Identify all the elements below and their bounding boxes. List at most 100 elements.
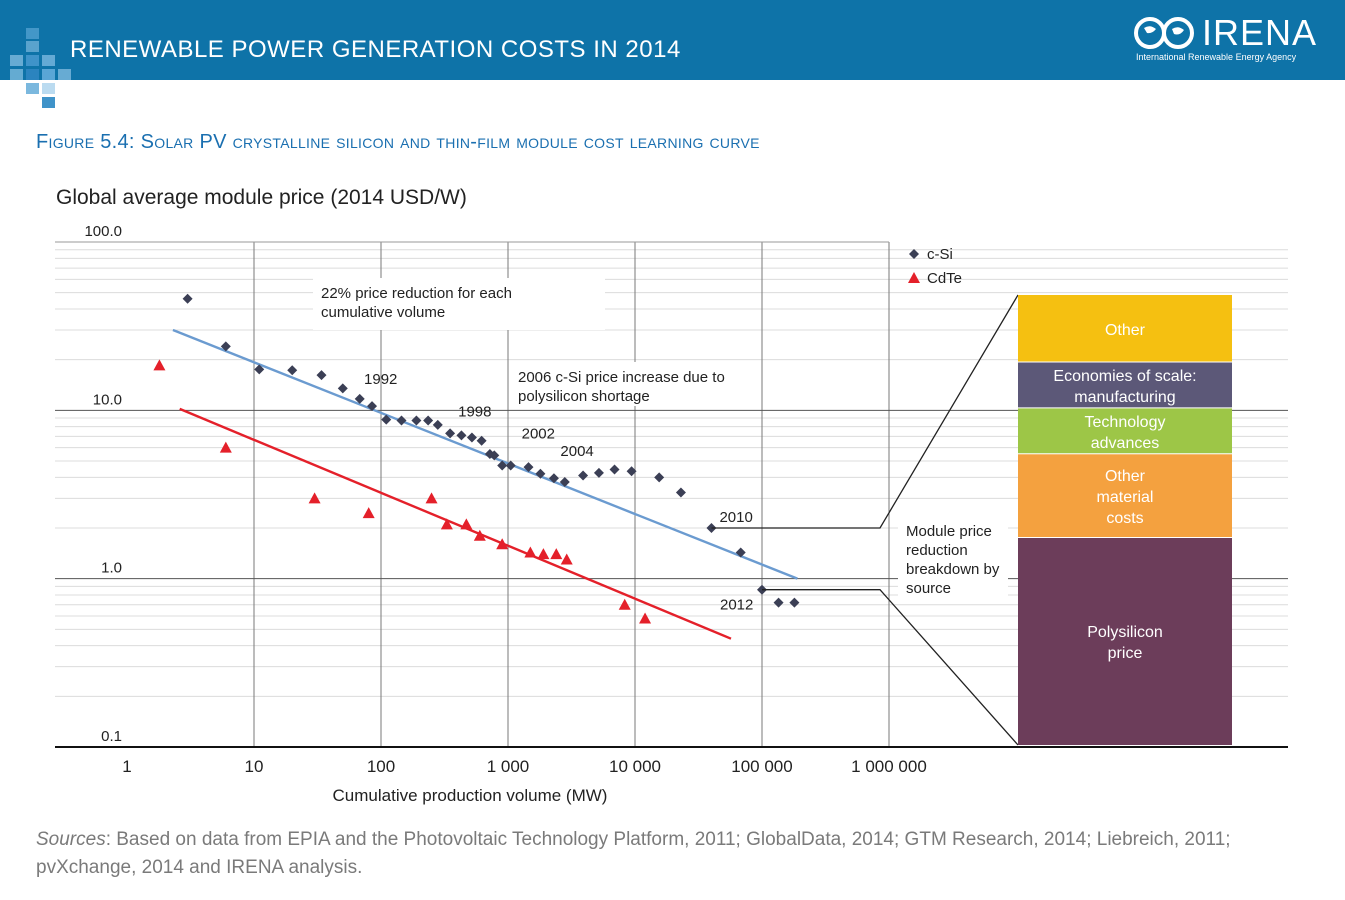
irena-logo-icon bbox=[1134, 17, 1194, 49]
connector-2010 bbox=[711, 294, 1019, 529]
breakdown-segment-label: Economies of scale: bbox=[1053, 368, 1196, 385]
figure-title: Figure 5.4: Solar PV crystalline silicon… bbox=[36, 131, 760, 153]
x-axis-title: Cumulative production volume (MW) bbox=[333, 786, 608, 805]
sources-note: Sources: Based on data from EPIA and the… bbox=[36, 826, 1296, 882]
connector-2012 bbox=[762, 589, 1019, 746]
csi-point bbox=[220, 341, 231, 352]
annotation-breakdown-text: breakdown by bbox=[906, 561, 1000, 578]
trendline-cdte bbox=[179, 407, 732, 640]
csi-point bbox=[396, 415, 407, 426]
cdte-point bbox=[524, 546, 537, 558]
y-tick-labels: 100.0 10.0 1.0 0.1 bbox=[84, 223, 122, 745]
csi-point bbox=[432, 419, 443, 430]
csi-point bbox=[337, 383, 348, 394]
annotation-reduction-text: cumulative volume bbox=[321, 304, 445, 321]
breakdown-segment bbox=[1018, 408, 1232, 455]
breakdown-segment-label: manufacturing bbox=[1074, 389, 1175, 406]
csi-point bbox=[445, 428, 456, 439]
csi-point bbox=[354, 393, 365, 404]
csi-point bbox=[182, 293, 193, 304]
breakdown-bar: Other Economies of scale: manufacturing Tec… bbox=[1018, 295, 1232, 745]
breakdown-segment bbox=[1018, 454, 1232, 538]
csi-point bbox=[489, 450, 500, 461]
decorative-squares-icon bbox=[10, 28, 71, 108]
cdte-point bbox=[639, 612, 652, 624]
csi-point bbox=[609, 464, 620, 475]
csi-point bbox=[735, 547, 746, 558]
cdte-point bbox=[153, 359, 166, 371]
cdte-point bbox=[362, 507, 375, 519]
cdte-point bbox=[473, 529, 486, 541]
cdte-point bbox=[618, 598, 631, 610]
sources-label: Sources bbox=[36, 829, 106, 850]
x-tick-label: 1 000 bbox=[487, 757, 530, 776]
csi-point bbox=[254, 364, 265, 375]
annotation-reduction-text: 22% price reduction for each bbox=[321, 285, 512, 302]
cdte-point bbox=[219, 441, 232, 453]
csi-point bbox=[559, 477, 570, 488]
annotation-boxes: 22% price reduction for each cumulative v… bbox=[313, 278, 1008, 600]
breakdown-segment bbox=[1018, 538, 1232, 745]
breakdown-segment-label: material bbox=[1097, 489, 1154, 506]
annotation-shortage-text: polysilicon shortage bbox=[518, 388, 650, 405]
csi-point bbox=[505, 460, 516, 471]
x-tick-label: 10 bbox=[245, 757, 264, 776]
cdte-point bbox=[425, 492, 438, 504]
legend-label: c-Si bbox=[927, 246, 953, 263]
breakdown-segment bbox=[1018, 295, 1232, 363]
csi-point bbox=[675, 487, 686, 498]
y-tick-label: 0.1 bbox=[101, 728, 122, 745]
data-points bbox=[153, 293, 800, 624]
annotation-breakdown-box bbox=[898, 516, 1008, 600]
annotation-breakdown-text: source bbox=[906, 580, 951, 597]
breakdown-segment-label: Polysilicon bbox=[1087, 624, 1163, 641]
year-label: 1998 bbox=[458, 404, 491, 421]
csi-point bbox=[548, 473, 559, 484]
cdte-point bbox=[496, 538, 509, 550]
x-tick-labels: 1 10 100 1 000 10 000 100 000 1 000 000 bbox=[122, 757, 927, 776]
year-label: 2002 bbox=[522, 426, 555, 443]
csi-point bbox=[381, 414, 392, 425]
annotation-breakdown-text: reduction bbox=[906, 542, 968, 559]
y-tick-label: 1.0 bbox=[101, 560, 122, 577]
csi-point bbox=[456, 430, 467, 441]
breakdown-segment bbox=[1018, 362, 1232, 409]
year-label: 2012 bbox=[720, 597, 753, 614]
y-axis-title: Global average module price (2014 USD/W) bbox=[56, 186, 467, 209]
csi-point bbox=[773, 597, 784, 608]
csi-point bbox=[789, 597, 800, 608]
csi-point bbox=[523, 462, 534, 473]
header-banner: RENEWABLE POWER GENERATION COSTS IN 2014… bbox=[0, 0, 1345, 108]
breakdown-segment-label: price bbox=[1108, 645, 1143, 662]
x-tick-label: 100 000 bbox=[731, 757, 792, 776]
annotation-breakdown-text: Module price bbox=[906, 523, 992, 540]
legend-cdte-marker bbox=[908, 272, 920, 283]
cdte-point bbox=[537, 548, 550, 560]
x-tick-label: 10 000 bbox=[609, 757, 661, 776]
y-tick-label: 100.0 bbox=[84, 223, 122, 240]
legend-csi-marker bbox=[909, 249, 919, 259]
cdte-point bbox=[550, 548, 563, 560]
cdte-point bbox=[440, 518, 453, 530]
cdte-point bbox=[460, 518, 473, 530]
cdte-point bbox=[308, 492, 321, 504]
csi-point bbox=[466, 432, 477, 443]
breakdown-connectors bbox=[711, 294, 1019, 746]
breakdown-segment-label: advances bbox=[1091, 435, 1160, 452]
point-labels: 1992 1998 2002 2004 2010 2012 bbox=[364, 371, 753, 614]
breakdown-segment-label: Other bbox=[1105, 468, 1146, 485]
csi-point bbox=[593, 467, 604, 478]
csi-point bbox=[578, 470, 589, 481]
chart-legend: c-Si CdTe bbox=[908, 246, 962, 287]
year-label: 1992 bbox=[364, 371, 397, 388]
breakdown-segment-label: Other bbox=[1105, 322, 1146, 339]
banner-title: RENEWABLE POWER GENERATION COSTS IN 2014 bbox=[70, 36, 681, 63]
trendlines bbox=[172, 328, 798, 640]
year-label: 2004 bbox=[560, 443, 593, 460]
csi-point bbox=[423, 415, 434, 426]
csi-point bbox=[411, 415, 422, 426]
csi-point bbox=[626, 466, 637, 477]
x-tick-label: 100 bbox=[367, 757, 395, 776]
sources-text: : Based on data from EPIA and the Photov… bbox=[36, 829, 1231, 878]
